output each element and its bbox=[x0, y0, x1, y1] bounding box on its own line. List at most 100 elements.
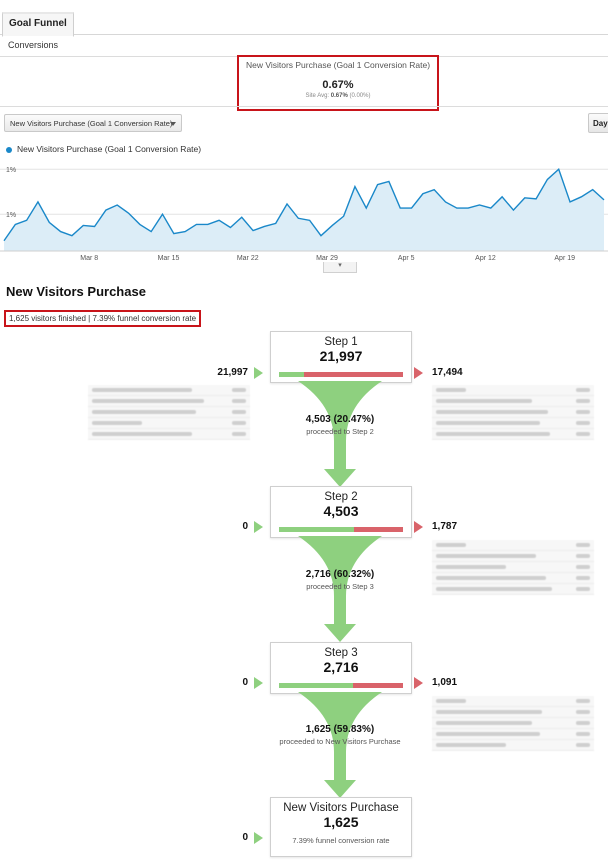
proceeded-label: proceeded to Step 3 bbox=[306, 582, 374, 591]
entrance-sources-list bbox=[88, 385, 250, 440]
entrances-count: 0 bbox=[242, 832, 248, 843]
tab-bar: Goal Funnel bbox=[0, 0, 608, 37]
funnel-step-3: Step 3 2,716 bbox=[270, 642, 412, 694]
x-tick-label: Apr 5 bbox=[398, 255, 415, 262]
site-avg-prefix: Site Avg: bbox=[305, 93, 330, 99]
list-item bbox=[432, 396, 594, 407]
list-item bbox=[88, 385, 250, 396]
funnel-goal-step: New Visitors Purchase 1,625 7.39% funnel… bbox=[270, 797, 412, 857]
goal-conversion-rate: 7.39% funnel conversion rate bbox=[292, 836, 390, 845]
list-item bbox=[88, 407, 250, 418]
list-item bbox=[432, 562, 594, 573]
x-tick-label: Apr 12 bbox=[475, 255, 496, 262]
proceed-fill bbox=[279, 527, 354, 532]
line-chart: 1% 1% Mar 8 Mar 15 Mar 22 Mar 29 Apr 5 Apr 12 Ap… bbox=[0, 167, 608, 262]
collapse-chart-button[interactable]: ▾ bbox=[323, 262, 357, 273]
site-avg-value: 0.67% bbox=[330, 93, 348, 99]
step-progress-bar bbox=[279, 527, 403, 532]
list-item bbox=[88, 429, 250, 440]
entrance-arrow-icon bbox=[254, 367, 263, 379]
list-item bbox=[432, 551, 594, 562]
proceed-fill bbox=[279, 372, 305, 377]
list-item bbox=[432, 718, 594, 729]
exit-destinations-list bbox=[432, 696, 594, 751]
step-value: 4,503 bbox=[323, 503, 359, 519]
list-item bbox=[432, 418, 594, 429]
proceeded-info: 2,716 (60.32%) proceeded to Step 3 bbox=[250, 569, 430, 591]
step-value: 1,625 bbox=[323, 814, 359, 830]
list-item bbox=[432, 696, 594, 707]
site-avg-delta: (0.00%) bbox=[349, 93, 371, 99]
proceeded-label: proceeded to Step 2 bbox=[306, 427, 374, 436]
divider bbox=[0, 106, 608, 107]
proceeded-count: 2,716 (60.32%) bbox=[305, 569, 375, 580]
proceeded-info: 4,503 (20.47%) proceeded to Step 2 bbox=[250, 414, 430, 436]
funnel-shape bbox=[298, 381, 382, 487]
entrance-arrow-icon bbox=[254, 832, 263, 844]
metric-title: New Visitors Purchase (Goal 1 Conversion… bbox=[245, 60, 431, 70]
funnel-summary: 1,625 visitors finished | 7.39% funnel c… bbox=[4, 310, 202, 327]
funnel-step-2: Step 2 4,503 bbox=[270, 486, 412, 538]
x-tick-label: Mar 15 bbox=[158, 255, 180, 262]
tab-goal-funnel[interactable]: Goal Funnel bbox=[2, 12, 74, 37]
exits-count: 17,494 bbox=[432, 367, 463, 378]
entrances-count: 0 bbox=[242, 677, 248, 688]
legend-label: New Visitors Purchase (Goal 1 Conversion… bbox=[17, 144, 202, 154]
exit-arrow-icon bbox=[414, 367, 423, 379]
exit-arrow-icon bbox=[414, 677, 423, 689]
chart-legend: New Visitors Purchase (Goal 1 Conversion… bbox=[6, 144, 201, 154]
list-item bbox=[88, 396, 250, 407]
metric-value: 0.67% bbox=[322, 79, 354, 91]
proceed-fill bbox=[279, 683, 354, 688]
funnel-title: New Visitors Purchase bbox=[6, 284, 146, 299]
funnel-shape bbox=[298, 536, 382, 642]
list-item bbox=[432, 740, 594, 751]
entrance-arrow-icon bbox=[254, 521, 263, 533]
proceeded-info: 1,625 (59.83%) proceeded to New Visitors… bbox=[250, 724, 430, 746]
y-tick-label: 1% bbox=[6, 212, 16, 219]
step-progress-bar bbox=[279, 683, 403, 688]
list-item bbox=[432, 407, 594, 418]
funnel-step-1: Step 1 21,997 bbox=[270, 331, 412, 383]
entrance-arrow-icon bbox=[254, 677, 263, 689]
list-item bbox=[88, 418, 250, 429]
exits-count: 1,787 bbox=[432, 521, 458, 532]
conversions-label: Conversions bbox=[8, 40, 59, 50]
legend-dot-icon bbox=[6, 146, 12, 153]
list-item bbox=[432, 584, 594, 595]
proceeded-label: proceeded to New Visitors Purchase bbox=[279, 737, 401, 746]
exit-destinations-list bbox=[432, 540, 594, 595]
visitors-finished: 1,625 visitors finished bbox=[9, 314, 86, 323]
funnel-conversion-rate: 7.39% funnel conversion rate bbox=[92, 314, 197, 323]
x-tick-label: Mar 29 bbox=[316, 255, 338, 262]
list-item bbox=[432, 707, 594, 718]
x-tick-label: Mar 8 bbox=[80, 255, 98, 262]
list-item bbox=[432, 429, 594, 440]
entrances-count: 21,997 bbox=[217, 367, 248, 378]
funnel-shape bbox=[298, 692, 382, 798]
list-item bbox=[432, 729, 594, 740]
summary-separator: | bbox=[88, 314, 91, 323]
proceeded-count: 4,503 (20.47%) bbox=[305, 414, 375, 425]
step-name: Step 2 bbox=[324, 491, 358, 503]
exit-arrow-icon bbox=[414, 521, 423, 533]
proceeded-count: 1,625 (59.83%) bbox=[305, 724, 375, 735]
step-name: Step 3 bbox=[324, 647, 358, 659]
day-button[interactable]: Day bbox=[588, 113, 608, 133]
list-item bbox=[432, 385, 594, 396]
site-average: Site Avg: 0.67% (0.00%) bbox=[239, 93, 437, 99]
step-value: 2,716 bbox=[323, 659, 359, 675]
entrances-count: 0 bbox=[242, 521, 248, 532]
chevron-down-icon bbox=[170, 122, 176, 126]
metric-select-label: New Visitors Purchase (Goal 1 Conversion… bbox=[10, 119, 173, 128]
step-name: New Visitors Purchase bbox=[283, 802, 399, 814]
list-item bbox=[432, 540, 594, 551]
list-item bbox=[432, 573, 594, 584]
metric-select[interactable]: New Visitors Purchase (Goal 1 Conversion… bbox=[4, 114, 182, 132]
step-value: 21,997 bbox=[319, 348, 363, 364]
exit-destinations-list bbox=[432, 385, 594, 440]
y-tick-label: 1% bbox=[6, 167, 16, 174]
series-area bbox=[4, 169, 604, 251]
x-tick-label: Apr 19 bbox=[554, 255, 575, 262]
metric-summary[interactable]: New Visitors Purchase (Goal 1 Conversion… bbox=[237, 55, 439, 111]
